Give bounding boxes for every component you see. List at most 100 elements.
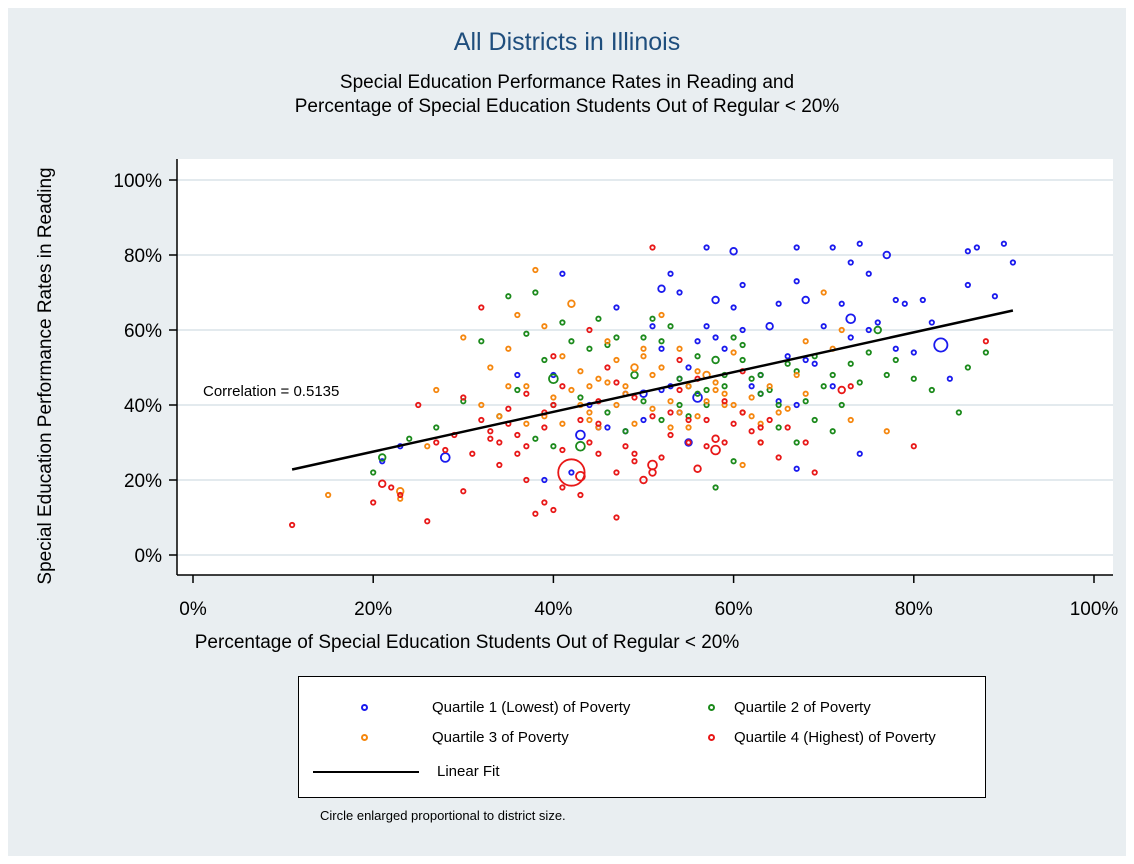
data-point-quartile-2 bbox=[775, 401, 782, 409]
data-point-quartile-4 bbox=[631, 458, 638, 465]
x-tick-label: 0% bbox=[179, 599, 207, 620]
data-point-quartile-4 bbox=[802, 439, 809, 446]
data-point-quartile-2 bbox=[595, 315, 602, 322]
data-point-quartile-4 bbox=[487, 435, 494, 442]
data-point-quartile-1 bbox=[658, 345, 665, 352]
correlation-annotation: Correlation = 0.5135 bbox=[203, 383, 339, 400]
data-point-quartile-2 bbox=[604, 409, 611, 416]
data-point-quartile-1 bbox=[657, 284, 666, 293]
data-point-quartile-4 bbox=[478, 416, 485, 424]
data-point-quartile-4 bbox=[710, 444, 721, 456]
axes: 0% 20% 40% 60% 80% 100% 0% 20% 40% 60% 80% 100% bbox=[113, 159, 1118, 620]
data-point-quartile-1 bbox=[964, 281, 971, 289]
data-point-quartile-4 bbox=[514, 431, 521, 439]
data-point-quartile-3 bbox=[505, 345, 512, 352]
data-point-quartile-3 bbox=[550, 394, 557, 401]
data-point-quartile-1 bbox=[694, 338, 701, 345]
legend-marker-quartile-2 bbox=[708, 704, 715, 711]
data-point-quartile-4 bbox=[586, 439, 593, 446]
data-point-quartile-4 bbox=[487, 428, 494, 435]
data-point-quartile-1 bbox=[829, 244, 836, 251]
data-point-quartile-3 bbox=[838, 326, 845, 334]
data-point-quartile-2 bbox=[640, 398, 647, 405]
data-point-quartile-1 bbox=[928, 319, 935, 326]
data-point-quartile-4 bbox=[639, 475, 648, 485]
data-point-quartile-4 bbox=[557, 458, 586, 487]
data-point-quartile-1 bbox=[964, 248, 971, 255]
data-point-quartile-3 bbox=[739, 461, 746, 469]
data-point-quartile-3 bbox=[613, 356, 620, 364]
legend-label-quartile-1: Quartile 1 (Lowest) of Poverty bbox=[432, 699, 631, 716]
data-point-quartile-2 bbox=[757, 390, 764, 397]
data-point-quartile-2 bbox=[658, 338, 665, 345]
data-point-quartile-1 bbox=[604, 424, 611, 431]
data-point-quartile-4 bbox=[622, 443, 629, 450]
legend-item-quartile-2: Quartile 2 of Poverty bbox=[708, 699, 871, 716]
data-point-quartile-4 bbox=[370, 499, 377, 506]
data-point-quartile-3 bbox=[523, 420, 530, 427]
data-point-quartile-3 bbox=[775, 409, 782, 416]
data-point-quartile-2 bbox=[613, 334, 620, 341]
data-point-quartile-1 bbox=[379, 458, 386, 465]
data-point-quartile-2 bbox=[964, 364, 971, 371]
data-point-quartile-4 bbox=[575, 470, 586, 482]
data-point-quartile-2 bbox=[514, 386, 521, 394]
data-point-quartile-1 bbox=[829, 383, 836, 390]
data-point-quartile-4 bbox=[676, 356, 683, 364]
data-point-quartile-2 bbox=[928, 386, 935, 394]
data-point-quartile-2 bbox=[739, 356, 746, 364]
data-point-quartile-3 bbox=[730, 349, 737, 356]
data-point-quartile-4 bbox=[703, 443, 710, 450]
data-point-quartile-4 bbox=[577, 491, 584, 499]
data-point-quartile-2 bbox=[622, 428, 629, 435]
data-point-quartile-1 bbox=[784, 353, 791, 360]
data-point-quartile-3 bbox=[567, 299, 576, 308]
legend-item-linear-fit: Linear Fit bbox=[313, 763, 500, 780]
data-point-quartile-4 bbox=[289, 521, 296, 529]
data-point-quartile-2 bbox=[630, 370, 639, 380]
data-point-quartile-3 bbox=[748, 394, 755, 401]
data-point-quartile-3 bbox=[766, 383, 773, 390]
legend: Quartile 1 (Lowest) of Poverty Quartile … bbox=[298, 676, 986, 798]
data-point-quartile-1 bbox=[775, 300, 782, 307]
data-point-quartile-3 bbox=[748, 413, 755, 420]
data-point-quartile-2 bbox=[955, 409, 962, 416]
data-point-quartile-2 bbox=[676, 375, 683, 382]
footnote: Circle enlarged proportional to district… bbox=[320, 808, 566, 823]
data-point-quartile-1 bbox=[739, 281, 746, 289]
data-point-quartile-1 bbox=[793, 278, 800, 285]
data-point-quartile-2 bbox=[811, 416, 818, 424]
data-point-quartile-1 bbox=[882, 250, 891, 260]
data-point-quartile-4 bbox=[631, 394, 638, 401]
legend-line-linear-fit bbox=[313, 770, 419, 773]
legend-marker-quartile-4 bbox=[708, 734, 715, 741]
data-point-quartile-1 bbox=[703, 323, 710, 330]
data-point-quartile-4 bbox=[613, 469, 620, 476]
data-point-quartile-4 bbox=[658, 454, 665, 461]
data-point-quartile-2 bbox=[730, 458, 737, 465]
data-point-quartile-1 bbox=[802, 356, 809, 364]
data-point-quartile-1 bbox=[919, 296, 926, 304]
data-point-quartile-4 bbox=[550, 401, 557, 409]
data-point-quartile-3 bbox=[685, 424, 692, 431]
data-point-quartile-4 bbox=[532, 510, 539, 517]
data-point-quartile-4 bbox=[910, 443, 917, 450]
data-point-quartile-1 bbox=[820, 323, 827, 330]
data-point-quartile-2 bbox=[730, 334, 737, 341]
data-point-quartile-1 bbox=[541, 476, 548, 484]
data-point-quartile-3 bbox=[586, 416, 593, 424]
data-point-quartile-2 bbox=[433, 424, 440, 431]
data-point-quartile-3 bbox=[505, 383, 512, 390]
data-point-quartile-1 bbox=[640, 416, 647, 424]
data-point-quartile-4 bbox=[685, 416, 692, 424]
data-point-quartile-3 bbox=[622, 383, 629, 390]
data-point-quartile-1 bbox=[847, 259, 854, 266]
chart-title: All Districts in Illinois bbox=[453, 28, 681, 56]
data-point-quartile-4 bbox=[415, 401, 422, 409]
data-point-quartile-2 bbox=[757, 371, 764, 379]
data-point-quartile-3 bbox=[559, 420, 566, 427]
x-tick-label: 60% bbox=[715, 599, 753, 620]
data-point-quartile-3 bbox=[630, 363, 639, 372]
data-point-quartile-2 bbox=[892, 356, 899, 364]
data-point-quartile-4 bbox=[693, 464, 702, 473]
